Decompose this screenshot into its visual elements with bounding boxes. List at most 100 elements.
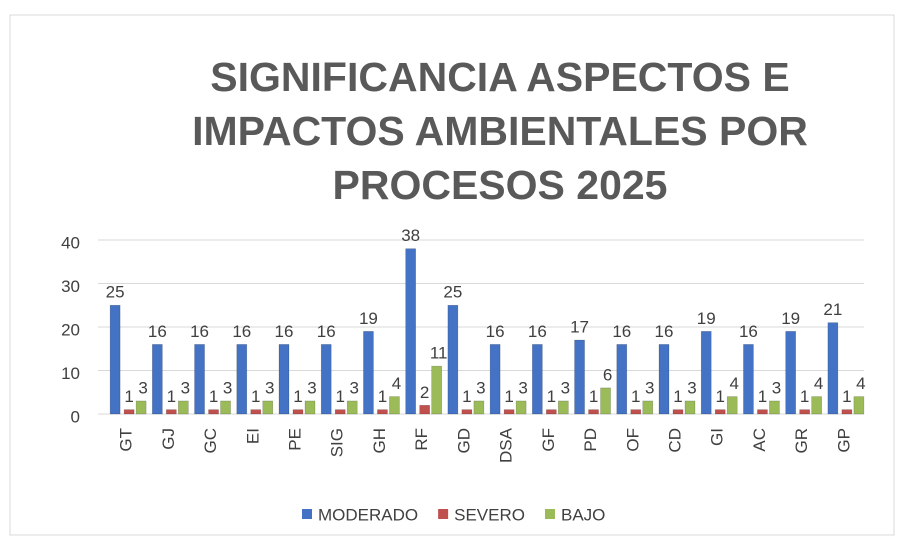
bar	[658, 344, 670, 415]
data-label: 4	[392, 374, 401, 393]
data-label: 16	[275, 322, 294, 341]
data-label: 3	[265, 378, 274, 397]
bar	[503, 409, 515, 415]
bar	[743, 344, 754, 415]
bar	[811, 396, 822, 415]
bar	[630, 409, 642, 415]
data-label: 1	[758, 387, 767, 406]
y-tick-label: 30	[61, 277, 80, 296]
data-label: 1	[842, 387, 851, 406]
bar	[109, 304, 121, 415]
x-tick-label: GC	[201, 428, 220, 454]
bar	[546, 409, 557, 415]
bar	[574, 339, 585, 415]
data-label: 1	[462, 387, 471, 406]
x-tick-label: GR	[792, 428, 811, 454]
data-label: 1	[589, 387, 598, 406]
data-label: 1	[631, 387, 640, 406]
data-label: 16	[317, 322, 336, 341]
bar	[827, 322, 839, 415]
data-label: 3	[307, 378, 316, 397]
y-tick-label: 0	[71, 407, 80, 426]
data-label: 4	[856, 374, 865, 393]
data-label: 3	[181, 378, 190, 397]
legend-label: BAJO	[561, 505, 605, 524]
data-label: 16	[486, 322, 505, 341]
data-label: 1	[293, 387, 302, 406]
bar	[250, 409, 262, 415]
bar	[841, 409, 853, 415]
x-tick-label: GJ	[159, 428, 178, 450]
data-label: 38	[401, 226, 420, 245]
bar	[684, 400, 696, 415]
bar	[431, 365, 442, 415]
bar	[334, 409, 346, 415]
data-label: 4	[729, 374, 738, 393]
bar	[642, 400, 654, 415]
bar	[152, 344, 163, 415]
legend-label: MODERADO	[318, 505, 418, 524]
x-tick-label: GT	[117, 428, 136, 452]
bar	[194, 344, 205, 415]
x-tick-label: DSA	[497, 427, 516, 463]
x-tick-label: CD	[665, 428, 684, 453]
x-tick-label: AC	[750, 428, 769, 452]
chart-frame	[9, 14, 895, 536]
data-label: 17	[570, 318, 589, 337]
data-label: 21	[823, 300, 842, 319]
data-label: 1	[167, 387, 176, 406]
bar	[769, 400, 780, 415]
data-label: 25	[443, 283, 462, 302]
data-label: 3	[476, 378, 485, 397]
bar	[461, 409, 473, 415]
data-label: 3	[138, 378, 147, 397]
legend-label: SEVERO	[454, 505, 525, 524]
bar	[489, 344, 501, 415]
bar	[853, 396, 865, 415]
bar	[616, 344, 628, 415]
x-tick-label: PD	[581, 428, 600, 452]
bar	[757, 409, 768, 415]
data-label: 16	[655, 322, 674, 341]
bar	[532, 344, 543, 415]
data-label: 1	[251, 387, 260, 406]
data-label: 3	[223, 378, 232, 397]
bar	[600, 387, 611, 415]
bar	[377, 409, 388, 415]
bar	[558, 400, 569, 415]
data-label: 4	[814, 374, 823, 393]
data-label: 3	[518, 378, 527, 397]
data-label: 3	[772, 378, 781, 397]
data-label: 3	[645, 378, 654, 397]
bar	[389, 396, 400, 415]
legend-swatch	[438, 509, 449, 519]
x-tick-label: EI	[243, 428, 262, 444]
bar	[123, 409, 135, 415]
data-label: 1	[715, 387, 724, 406]
bar	[405, 248, 416, 415]
bar	[419, 404, 430, 415]
bar	[588, 409, 599, 415]
x-tick-label: GH	[370, 428, 389, 454]
x-tick-label: OF	[623, 428, 642, 452]
bar	[473, 400, 485, 415]
x-tick-label: SIG	[328, 428, 347, 457]
bar	[262, 400, 274, 415]
data-label: 11	[430, 344, 448, 363]
data-label: 16	[612, 322, 631, 341]
y-tick-label: 10	[61, 364, 80, 383]
data-label: 1	[124, 387, 133, 406]
data-label: 3	[349, 378, 358, 397]
bar	[363, 331, 374, 415]
data-label: 19	[359, 309, 378, 328]
bar	[304, 400, 316, 415]
x-tick-label: GI	[708, 428, 727, 446]
bar	[714, 409, 726, 415]
legend-swatch	[302, 509, 312, 519]
data-label: 16	[148, 322, 167, 341]
bar	[135, 400, 147, 415]
data-label: 3	[687, 378, 696, 397]
legend-swatch	[544, 509, 555, 519]
